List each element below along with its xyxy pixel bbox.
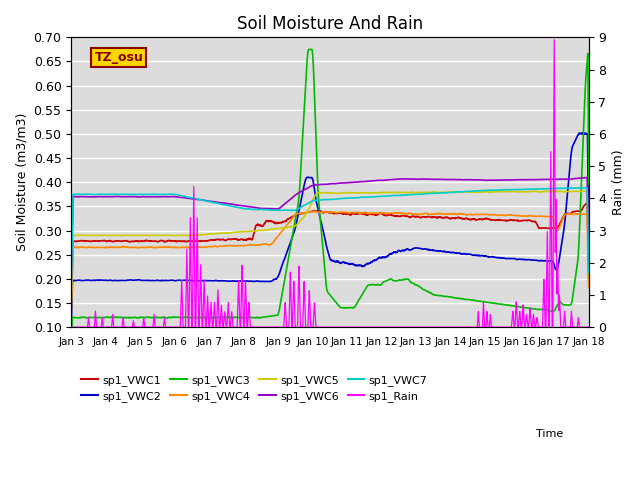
Text: TZ_osu: TZ_osu bbox=[95, 51, 143, 64]
Legend: sp1_VWC1, sp1_VWC2, sp1_VWC3, sp1_VWC4, sp1_VWC5, sp1_VWC6, sp1_VWC7, sp1_Rain: sp1_VWC1, sp1_VWC2, sp1_VWC3, sp1_VWC4, … bbox=[77, 371, 432, 407]
Title: Soil Moisture And Rain: Soil Moisture And Rain bbox=[237, 15, 423, 33]
Y-axis label: Soil Moisture (m3/m3): Soil Moisture (m3/m3) bbox=[15, 113, 28, 252]
Y-axis label: Rain (mm): Rain (mm) bbox=[612, 149, 625, 215]
Text: Time: Time bbox=[536, 429, 563, 439]
